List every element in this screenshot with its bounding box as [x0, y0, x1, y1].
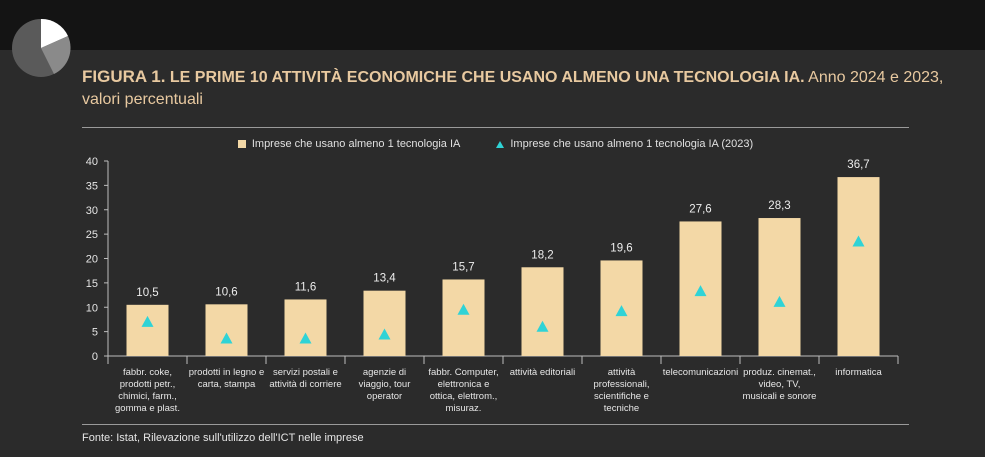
bottom-rule	[82, 424, 909, 425]
bar-value-label: 27,6	[689, 203, 711, 215]
y-tick-label: 40	[86, 156, 98, 168]
legend-triangle-swatch	[496, 140, 505, 148]
bar-value-label: 36,7	[847, 159, 869, 171]
x-tick-label: fabbr. coke, prodotti petr., chimici, farm…	[115, 367, 180, 414]
y-tick-label: 5	[92, 327, 98, 339]
marker-2023	[299, 332, 312, 344]
y-tick-label: 10	[86, 302, 98, 314]
source-note: Fonte: Istat, Rilevazione sull'utilizzo …	[82, 432, 364, 444]
y-tick-label: 0	[92, 351, 98, 363]
y-tick-label: 20	[86, 254, 98, 266]
x-tick-label: informatica	[835, 367, 882, 378]
marker-2023	[536, 320, 549, 332]
x-tick-label: servizi postali e attività di corriere	[269, 367, 341, 390]
bar	[758, 218, 801, 356]
pie-chart-icon	[12, 18, 71, 77]
x-tick-label: produz. cinemat., video, TV, musicali e so…	[743, 367, 817, 402]
chart-legend: Imprese che usano almeno 1 tecnologia IA…	[82, 135, 909, 153]
marker-2023	[773, 295, 786, 307]
legend-item-2024: Imprese che usano almeno 1 tecnologia IA	[237, 135, 461, 153]
marker-2023	[457, 303, 470, 315]
bar-value-label: 18,2	[531, 249, 553, 261]
bar-value-label: 11,6	[295, 281, 317, 293]
bar-value-label: 28,3	[768, 200, 790, 212]
y-tick-label: 35	[86, 180, 98, 192]
bar-value-label: 19,6	[610, 242, 632, 254]
x-tick-label: attività professionali, scientifiche e tecn…	[594, 367, 650, 414]
marker-2023	[615, 305, 628, 317]
top-rule	[82, 127, 909, 128]
x-tick-label: telecomunicazioni	[663, 367, 739, 378]
y-tick-label: 25	[86, 229, 98, 241]
bar	[837, 177, 880, 356]
y-tick-label: 15	[86, 278, 98, 290]
x-tick-label: prodotti in legno e carta, stampa	[189, 367, 265, 390]
marker-2023	[852, 235, 865, 247]
bar	[284, 299, 327, 356]
figure-main-title: LE PRIME 10 ATTIVITÀ ECONOMICHE CHE USAN…	[169, 69, 805, 86]
legend-item-2023: Imprese che usano almeno 1 tecnologia IA…	[496, 135, 753, 153]
y-tick-label: 30	[86, 205, 98, 217]
bar-value-label: 10,6	[215, 286, 237, 298]
bar-value-label: 10,5	[136, 287, 158, 299]
bar	[205, 304, 248, 356]
bar	[363, 290, 406, 356]
figure-title: FIGURA 1. LE PRIME 10 ATTIVITÀ ECONOMICH…	[82, 66, 962, 111]
marker-2023	[378, 328, 391, 340]
top-bar	[0, 0, 985, 50]
legend-label-2024: Imprese che usano almeno 1 tecnologia IA	[251, 138, 461, 150]
figure-label: FIGURA 1.	[82, 67, 166, 86]
marker-2023	[694, 285, 707, 297]
bar-value-label: 15,7	[452, 261, 474, 273]
legend-label-2023: Imprese che usano almeno 1 tecnologia IA…	[510, 138, 754, 150]
marker-2023	[141, 315, 154, 327]
figure-subtitle: Anno 2024 e 2023, valori percentuali	[82, 69, 944, 108]
bar	[442, 279, 485, 356]
marker-2023	[220, 332, 233, 344]
bar-value-label: 13,4	[373, 273, 396, 285]
x-tick-label: fabbr. Computer, elettronica e ottica, ele…	[428, 367, 498, 414]
legend-bar-swatch	[237, 140, 246, 148]
bar	[126, 304, 169, 356]
x-tick-label: attività editoriali	[510, 367, 575, 378]
x-tick-label: agenzie di viaggio, tour operator	[359, 367, 411, 402]
bar	[521, 267, 564, 356]
